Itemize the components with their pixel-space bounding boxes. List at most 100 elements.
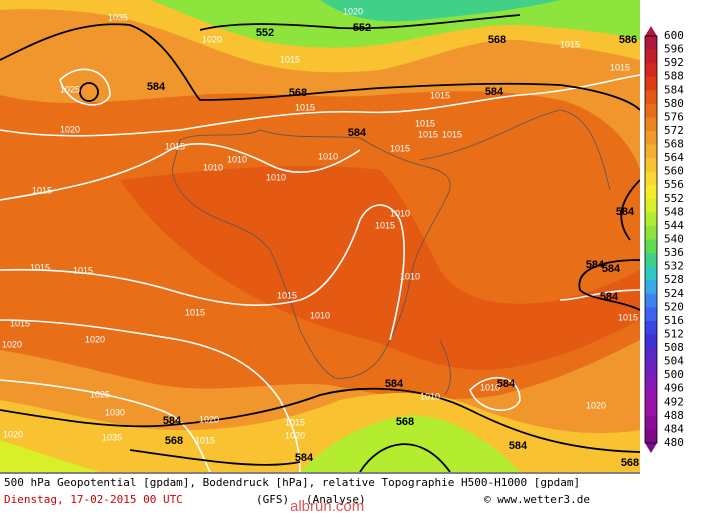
colorbar-label: 596	[664, 43, 684, 56]
colorbar-label: 556	[664, 178, 684, 191]
colorbar-top-arrow	[645, 26, 657, 36]
contour-label: 1015	[618, 312, 638, 322]
colorbar-swatch	[645, 130, 657, 146]
colorbar-label: 600	[664, 29, 684, 42]
contour-label: 1035	[108, 12, 128, 22]
colorbar-label: 492	[664, 395, 684, 408]
contour-label: 1025	[60, 84, 80, 94]
contour-label: 1015	[195, 435, 215, 445]
contour-label: 584	[616, 206, 635, 218]
footer-run: (Analyse)	[306, 493, 366, 506]
contour-label: 584	[385, 378, 404, 390]
contour-label: 552	[256, 27, 274, 39]
contour-label: 1015	[185, 307, 205, 317]
colorbar-label: 540	[664, 233, 684, 246]
colorbar-swatch	[645, 63, 657, 78]
contour-label: 584	[602, 263, 621, 275]
colorbar-label: 488	[664, 409, 684, 422]
contour-label: 1010	[266, 172, 286, 182]
contour-label: 586	[619, 34, 637, 46]
contour-label: 584	[485, 86, 504, 98]
colorbar-label: 588	[664, 70, 684, 83]
contour-label: 1025	[90, 389, 110, 399]
contour-label: 1015	[390, 143, 410, 153]
colorbar-swatch	[645, 239, 657, 254]
colorbar-swatch	[645, 158, 657, 173]
contour-label: 568	[621, 457, 639, 469]
contour-label: 568	[165, 435, 183, 447]
contour-label: 1010	[227, 154, 247, 164]
colorbar-label: 584	[664, 83, 684, 96]
contour-label: 1015	[375, 220, 395, 230]
colorbar: 6005965925885845805765725685645605565525…	[644, 26, 684, 453]
colorbar-swatch	[645, 144, 657, 159]
map-field	[0, 0, 640, 472]
contour-label: 1015	[442, 129, 462, 139]
colorbar-label: 484	[664, 422, 684, 435]
colorbar-swatch	[645, 36, 657, 51]
contour-label: 568	[396, 416, 414, 428]
colorbar-label: 512	[664, 327, 684, 340]
colorbar-label: 508	[664, 341, 684, 354]
colorbar-label: 592	[664, 56, 684, 69]
colorbar-frame	[644, 35, 658, 444]
contour-label: 584	[348, 127, 367, 139]
contour-label: 1010	[400, 271, 420, 281]
contour-label: 584	[147, 81, 166, 93]
contour-label: 1010	[480, 382, 500, 392]
colorbar-label: 580	[664, 97, 684, 110]
footer-date: Dienstag, 17-02-2015 00 UTC	[4, 493, 183, 506]
contour-label: 1010	[203, 162, 223, 172]
colorbar-label: 564	[664, 151, 684, 164]
colorbar-swatch	[645, 117, 657, 132]
colorbar-label: 520	[664, 300, 684, 313]
colorbar-swatch	[645, 361, 657, 376]
colorbar-swatch	[645, 76, 657, 91]
colorbar-swatch	[645, 348, 657, 363]
colorbar-bottom-arrow	[645, 443, 657, 453]
colorbar-label: 504	[664, 355, 684, 368]
colorbar-swatch	[645, 320, 657, 335]
contour-label: 1015	[10, 318, 30, 328]
colorbar-swatch	[645, 103, 657, 118]
colorbar-label: 560	[664, 165, 684, 178]
contour-label: 1020	[586, 400, 606, 410]
contour-label: 584	[295, 452, 314, 464]
footer-model: (GFS)	[256, 493, 289, 506]
contour-label: 1015	[280, 54, 300, 64]
contour-label: 1015	[415, 118, 435, 128]
colorbar-label: 544	[664, 219, 684, 232]
contour-label: 1015	[277, 290, 297, 300]
colorbar-swatch	[645, 334, 657, 349]
footer-background	[0, 472, 640, 513]
contour-label: 1010	[420, 391, 440, 401]
colorbar-label: 536	[664, 246, 684, 259]
colorbar-swatch	[645, 402, 657, 417]
contour-label: 584	[586, 259, 605, 271]
footer-credit: © www.wetter3.de	[484, 493, 590, 506]
contour-label: 584	[163, 415, 182, 427]
colorbar-swatch	[645, 388, 657, 403]
contour-label: 1010	[318, 151, 338, 161]
contour-label: 1020	[60, 124, 80, 134]
colorbar-label: 528	[664, 273, 684, 286]
colorbar-swatch	[645, 293, 657, 308]
colorbar-swatch	[645, 225, 657, 240]
contour-label: 1015	[32, 185, 52, 195]
contour-label: 1020	[2, 339, 22, 349]
contour-label: 568	[289, 87, 307, 99]
colorbar-swatch	[645, 198, 657, 213]
contour-label: 1015	[165, 141, 185, 151]
contour-label: 1010	[310, 310, 330, 320]
colorbar-swatch	[645, 280, 657, 295]
contour-label: 1015	[30, 262, 50, 272]
contour-label: 1020	[199, 414, 219, 424]
contour-label: 1020	[85, 334, 105, 344]
contour-label: 1015	[295, 102, 315, 112]
colorbar-swatch	[645, 212, 657, 227]
contour-label: 1020	[285, 430, 305, 440]
contour-label: 584	[497, 378, 516, 390]
colorbar-swatch	[645, 375, 657, 390]
